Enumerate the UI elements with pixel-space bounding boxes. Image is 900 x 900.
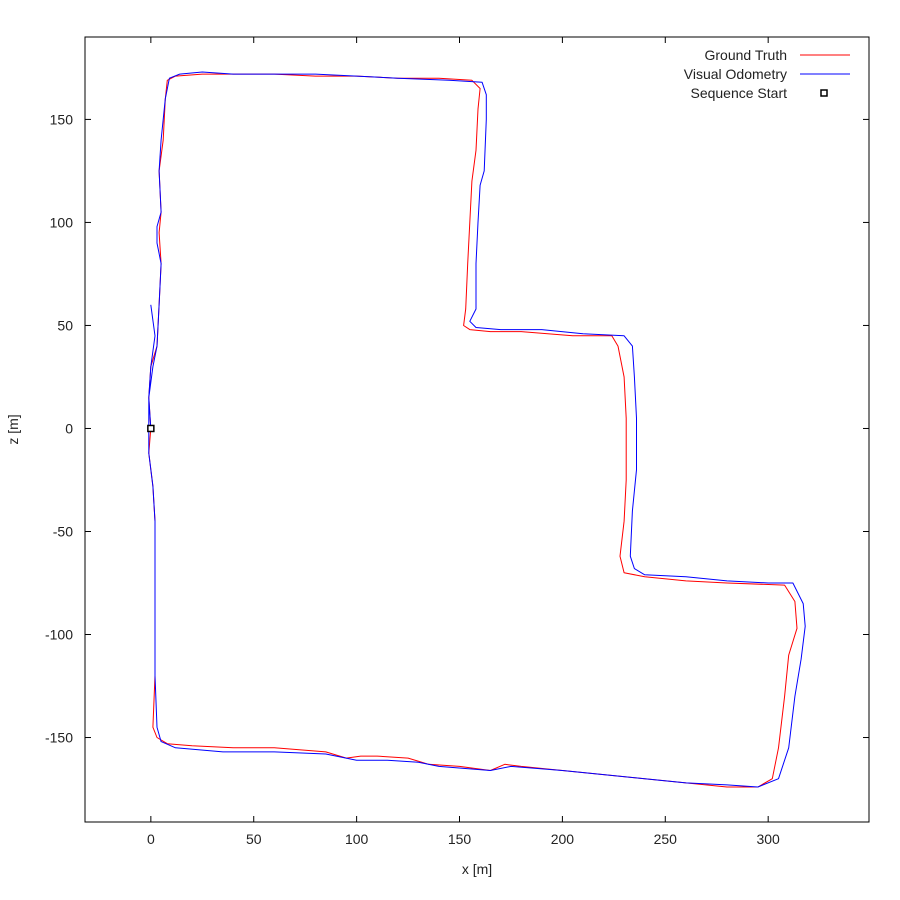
series-line-visual-odometry [148,71,806,788]
x-tick-label: 50 [246,831,262,847]
ticks-layer: 0 50 100 150 200 250 300 -150 -100 -50 0 50 100 150 [45,37,869,847]
x-tick-label: 100 [345,831,369,847]
y-tick-label: -150 [45,730,73,746]
sequence-start-marker [147,424,155,433]
marker-layer [147,424,155,433]
y-tick-label: 50 [57,317,73,333]
y-tick-label: 0 [65,420,73,436]
y-tick-label: -100 [45,627,73,643]
x-tick-label: 300 [756,831,780,847]
legend-label-visual-odometry: Visual Odometry [684,66,787,82]
legend-label-sequence-start: Sequence Start [690,85,787,101]
x-tick-label: 250 [654,831,678,847]
y-tick-label: 100 [50,214,74,230]
y-axis-label: z [m] [5,414,21,444]
legend-label-ground-truth: Ground Truth [705,47,788,63]
y-tick-label: 150 [50,111,74,127]
plot-frame [84,36,870,823]
x-tick-label: 150 [448,831,472,847]
x-tick-label: 200 [551,831,575,847]
y-tick-label: -50 [53,523,73,539]
legend-swatch-sequence-start [820,89,828,97]
series-layer [148,71,806,788]
legend: Ground Truth Visual Odometry Sequence St… [684,47,850,101]
x-tick-label: 0 [147,831,155,847]
x-axis-label: x [m] [462,861,492,877]
